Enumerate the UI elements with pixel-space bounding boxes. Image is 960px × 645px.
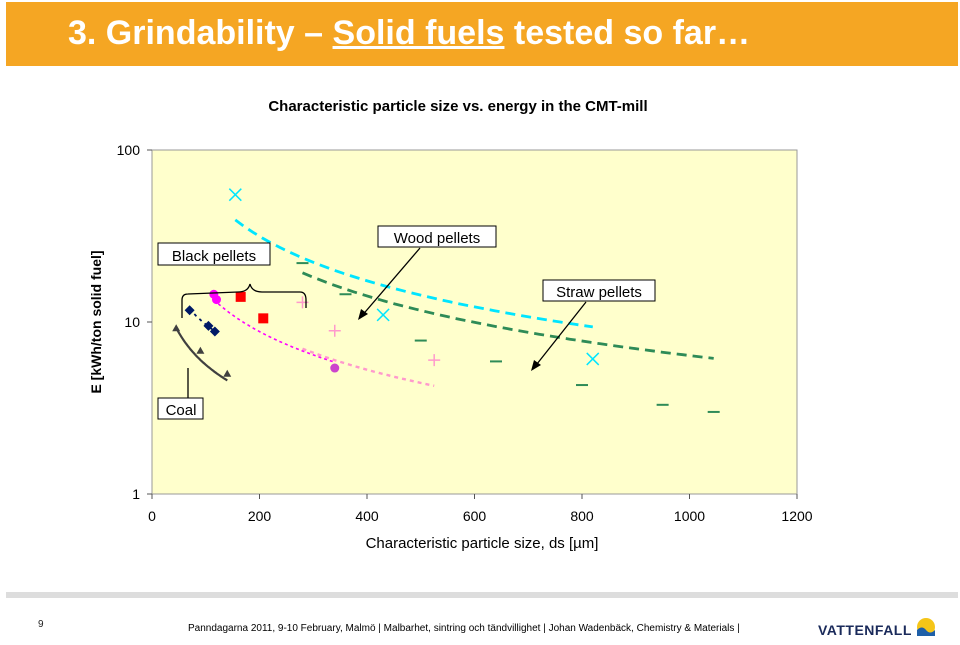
y-tick-label: 1: [132, 486, 140, 502]
title-prefix: 3. Grindability –: [68, 14, 324, 52]
fit-line: [234, 218, 594, 329]
wood-point: [376, 308, 390, 322]
logo-text: VATTENFALL: [818, 622, 912, 638]
coal-point: [172, 324, 181, 332]
wood-pellets-label: Wood pellets: [394, 230, 480, 247]
title-suffix: tested so far…: [504, 14, 751, 52]
x-tick-label: 0: [148, 508, 156, 524]
fit-line: [213, 299, 336, 363]
wood-point: [330, 363, 340, 373]
footer-text: Panndagarna 2011, 9-10 February, Malmö |…: [188, 623, 740, 634]
black-point: [258, 313, 269, 324]
wood-point: [328, 324, 341, 337]
coal-callout: Coal: [157, 368, 204, 420]
coal-point: [223, 369, 232, 377]
data-markers: [172, 188, 720, 413]
fit-line: [175, 327, 228, 382]
wood-pellets-arrow: [359, 247, 421, 319]
straw-pellets-arrowhead: [531, 360, 541, 371]
x-tick-label: 800: [570, 508, 594, 524]
black-point: [184, 305, 195, 316]
black-point: [235, 291, 246, 302]
black-point: [212, 295, 221, 305]
x-tick-label: 400: [355, 508, 379, 524]
slide-title: 3. Grindability – Solid fuels tested so …: [68, 14, 750, 53]
vattenfall-logo: VATTENFALL: [818, 614, 938, 644]
fit-line: [302, 347, 435, 387]
coal-label-box: [157, 397, 204, 420]
y-tick-label: 10: [124, 314, 140, 330]
coal-point: [196, 346, 205, 354]
coal-label: Coal: [166, 402, 197, 419]
wood-pellets-callout: Wood pellets: [358, 225, 497, 320]
title-bar: 3. Grindability – Solid fuels tested so …: [6, 2, 958, 66]
black-pellets-brace: [181, 283, 307, 318]
x-tick-label: 1000: [674, 508, 705, 524]
black-pellets-callout: Black pellets: [157, 242, 307, 318]
axes: 0 200 400 600 800 1000 1200 1 10 100: [117, 142, 813, 524]
straw-pellets-callout: Straw pellets: [531, 279, 656, 371]
fit-curves: [175, 218, 714, 387]
x-axis-label: Characteristic particle size, ds [µm]: [366, 535, 599, 552]
straw-pellets-label-box: [542, 279, 656, 302]
title-underlined: Solid fuels: [332, 14, 505, 52]
straw-pellets-arrow: [532, 301, 587, 370]
y-tick-label: 100: [117, 142, 141, 158]
chart-title: Characteristic particle size vs. energy …: [268, 98, 647, 115]
x-tick-label: 600: [463, 508, 487, 524]
footer-divider: [6, 592, 958, 598]
wood-pellets-label-box: [377, 225, 497, 248]
page-number: 9: [38, 619, 44, 630]
straw-pellets-label: Straw pellets: [556, 284, 642, 301]
sun-icon: [917, 618, 935, 636]
black-pellets-label: Black pellets: [172, 248, 256, 265]
wood-point: [228, 188, 242, 202]
x-tick-label: 1200: [781, 508, 812, 524]
black-point: [203, 320, 214, 331]
wood-point: [428, 354, 441, 367]
black-pellets-label-box: [157, 242, 271, 266]
fit-line: [301, 271, 714, 360]
wood-pellets-arrowhead: [358, 309, 368, 320]
y-axis-label: E [kWh/ton solid fuel]: [88, 250, 104, 393]
x-tick-label: 200: [248, 508, 272, 524]
wood-point: [586, 352, 600, 366]
black-point: [209, 326, 220, 337]
